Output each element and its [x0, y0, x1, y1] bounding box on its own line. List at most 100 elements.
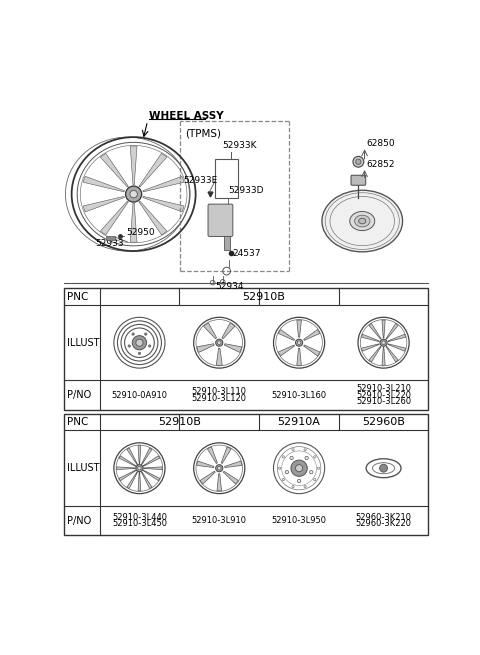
Text: P/NO: P/NO: [67, 515, 91, 525]
Circle shape: [291, 460, 307, 476]
Circle shape: [313, 478, 316, 481]
Text: 52934: 52934: [215, 282, 243, 291]
Polygon shape: [130, 146, 137, 185]
Text: 52910-3L160: 52910-3L160: [272, 390, 327, 400]
Polygon shape: [217, 474, 222, 491]
Circle shape: [138, 466, 141, 470]
Polygon shape: [388, 344, 406, 351]
Text: 62852: 62852: [366, 160, 395, 169]
Polygon shape: [130, 203, 137, 242]
Polygon shape: [361, 334, 379, 342]
Text: 52910-3L220: 52910-3L220: [356, 390, 411, 400]
Circle shape: [304, 449, 306, 451]
Text: ILLUST: ILLUST: [67, 338, 99, 348]
Polygon shape: [222, 323, 235, 339]
Ellipse shape: [359, 218, 366, 224]
Bar: [215, 159, 238, 198]
Polygon shape: [297, 348, 301, 365]
Polygon shape: [143, 196, 184, 212]
Polygon shape: [386, 346, 398, 362]
Polygon shape: [216, 348, 222, 365]
Ellipse shape: [322, 190, 403, 252]
Text: PNC: PNC: [67, 417, 88, 427]
Text: 52910-3L120: 52910-3L120: [192, 394, 247, 403]
Circle shape: [216, 464, 223, 472]
Text: 52960B: 52960B: [362, 417, 405, 427]
Polygon shape: [361, 344, 379, 351]
Text: 52910-3L910: 52910-3L910: [192, 516, 247, 525]
Text: PNC: PNC: [67, 291, 88, 301]
Polygon shape: [223, 471, 239, 484]
Polygon shape: [83, 196, 124, 212]
Polygon shape: [369, 324, 381, 339]
Circle shape: [296, 339, 303, 346]
Text: 52910B: 52910B: [242, 291, 285, 301]
Polygon shape: [197, 461, 214, 468]
Circle shape: [310, 470, 313, 474]
Circle shape: [132, 335, 146, 350]
Circle shape: [380, 464, 387, 472]
Polygon shape: [141, 448, 152, 465]
Circle shape: [278, 467, 281, 470]
Circle shape: [296, 464, 303, 472]
Circle shape: [136, 464, 143, 472]
Circle shape: [382, 341, 385, 345]
Bar: [224, 236, 230, 250]
Ellipse shape: [355, 215, 370, 227]
Polygon shape: [83, 176, 124, 192]
Polygon shape: [382, 347, 385, 365]
Text: 52910-3L440: 52910-3L440: [112, 513, 167, 522]
Polygon shape: [204, 323, 216, 339]
Text: 52910-3L950: 52910-3L950: [272, 516, 326, 525]
Bar: [64, 288, 428, 409]
Polygon shape: [138, 445, 141, 464]
Polygon shape: [141, 472, 152, 489]
Text: 52910-3L210: 52910-3L210: [356, 384, 411, 394]
Polygon shape: [138, 472, 141, 491]
Circle shape: [292, 485, 294, 488]
Circle shape: [132, 333, 134, 335]
Polygon shape: [200, 471, 215, 484]
Text: WHEEL ASSY: WHEEL ASSY: [149, 111, 224, 121]
Bar: [64, 413, 428, 535]
FancyBboxPatch shape: [351, 176, 366, 185]
Polygon shape: [278, 345, 295, 356]
Text: 52933D: 52933D: [228, 186, 264, 195]
Text: 52960-3K220: 52960-3K220: [356, 519, 411, 528]
Polygon shape: [100, 201, 128, 234]
Circle shape: [217, 466, 221, 470]
Polygon shape: [119, 470, 136, 481]
Circle shape: [282, 478, 285, 481]
Circle shape: [130, 191, 137, 198]
FancyBboxPatch shape: [208, 204, 233, 236]
Circle shape: [292, 449, 294, 451]
Polygon shape: [207, 447, 217, 464]
Polygon shape: [143, 456, 160, 466]
Bar: [106, 236, 115, 240]
Polygon shape: [117, 467, 135, 470]
Text: 52933K: 52933K: [223, 141, 257, 150]
Circle shape: [353, 157, 364, 167]
Text: P/NO: P/NO: [67, 390, 91, 400]
Polygon shape: [139, 201, 167, 234]
Text: ILLUST: ILLUST: [67, 463, 99, 473]
Polygon shape: [304, 345, 320, 356]
Polygon shape: [100, 153, 128, 187]
Circle shape: [216, 339, 223, 346]
Text: 52960-3K210: 52960-3K210: [356, 513, 411, 522]
Circle shape: [290, 457, 293, 460]
Polygon shape: [382, 320, 385, 338]
Circle shape: [380, 339, 387, 346]
Polygon shape: [139, 153, 167, 187]
Ellipse shape: [350, 212, 375, 231]
Polygon shape: [197, 344, 214, 352]
Text: 52933E: 52933E: [183, 176, 217, 185]
Polygon shape: [143, 176, 184, 192]
Polygon shape: [225, 461, 242, 468]
Circle shape: [138, 352, 141, 354]
Polygon shape: [386, 324, 398, 339]
Polygon shape: [127, 448, 138, 465]
Text: 52910-0A910: 52910-0A910: [111, 390, 168, 400]
Polygon shape: [278, 329, 295, 341]
Circle shape: [217, 341, 221, 345]
